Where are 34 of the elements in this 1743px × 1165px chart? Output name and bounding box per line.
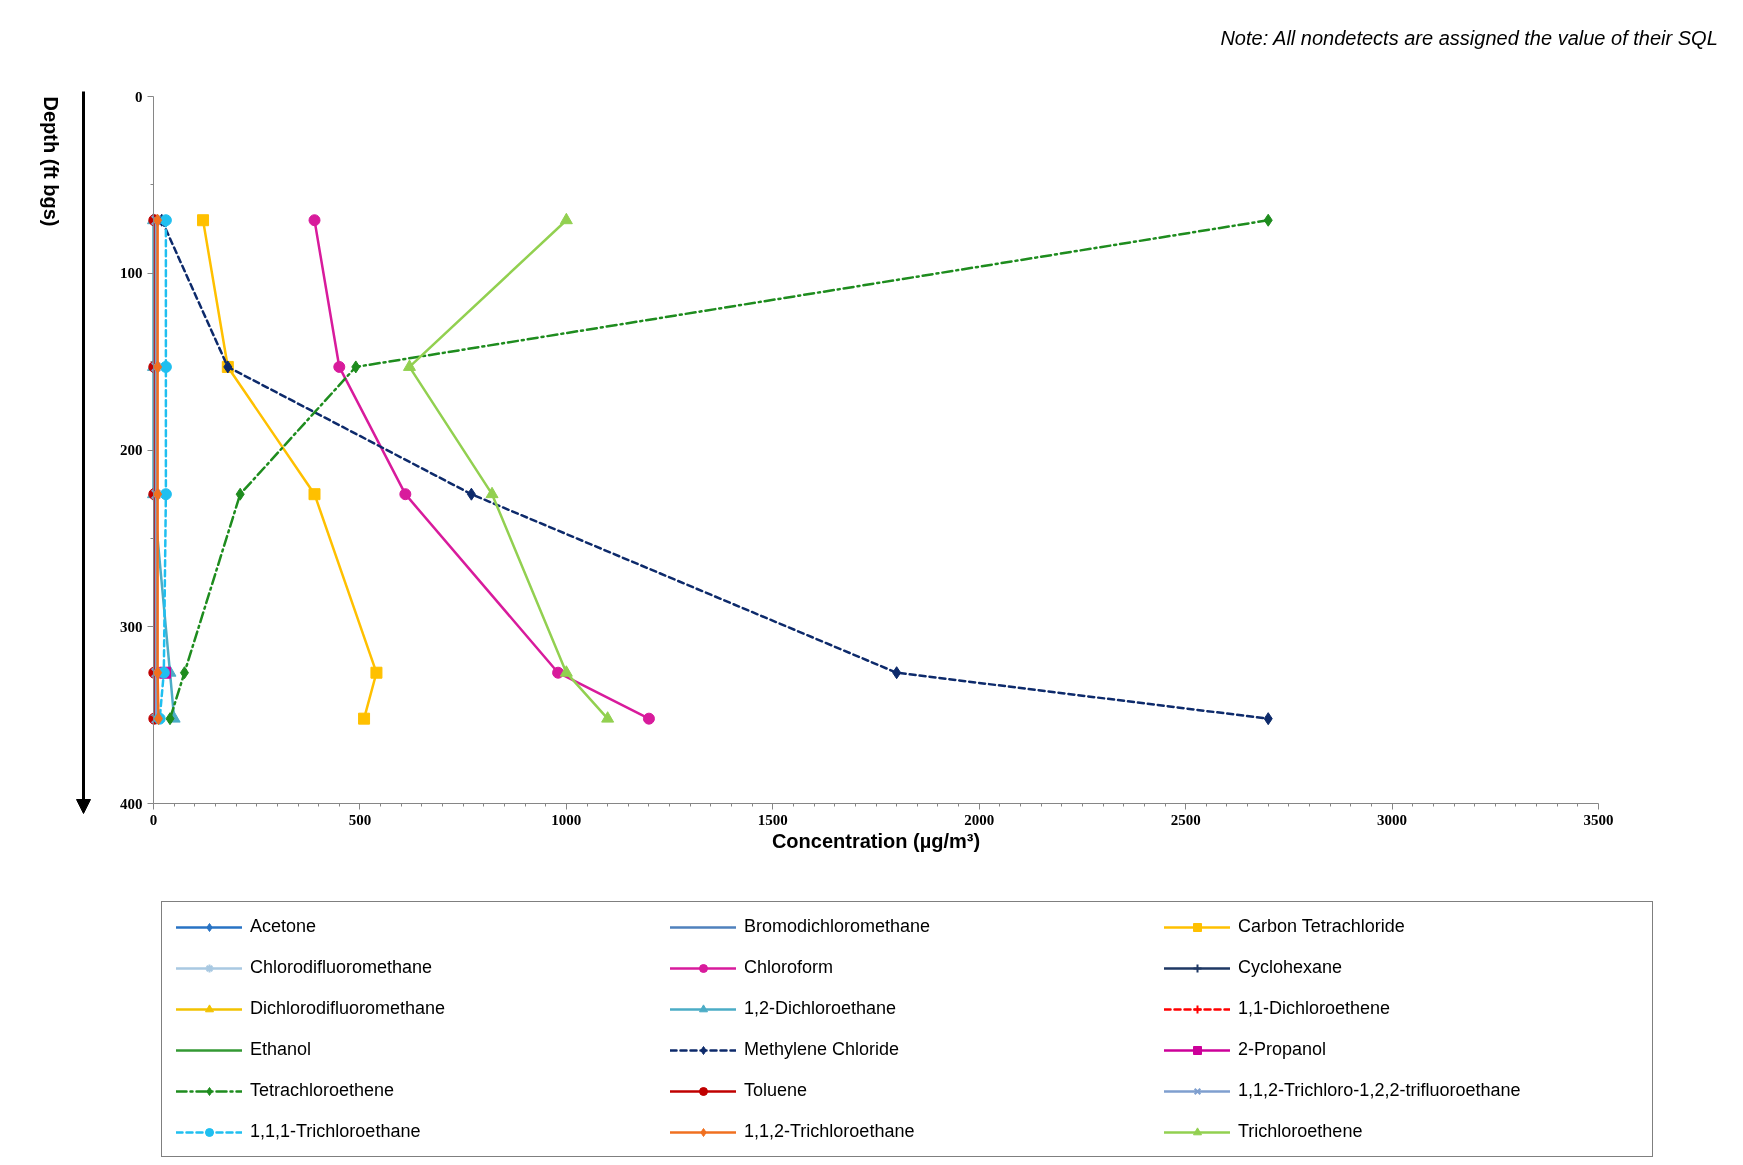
x-tick-label: 3000 — [1377, 811, 1408, 828]
x-tick-label: 0 — [149, 811, 158, 828]
legend-label: Methylene Chloride — [744, 1039, 901, 1060]
legend-label: Dichlorodifluoromethane — [250, 998, 447, 1019]
legend-label: Chlorodifluoromethane — [250, 957, 434, 978]
x-tick-label: 1500 — [757, 811, 788, 828]
y-tick-label: 100 — [120, 265, 143, 282]
legend-label: 1,2-Dichloroethane — [744, 998, 898, 1019]
x-axis-title: Concentration (µg/m³) — [771, 829, 981, 852]
text: Note: All nondetects are assigned the value of their SQL — [1220, 26, 1718, 49]
y-tick-label: 300 — [120, 618, 143, 635]
x-tick-label: 2000 — [964, 811, 995, 828]
y-axis-title: Depth (ft bgs) — [39, 96, 62, 227]
y-tick-label: 0 — [135, 88, 143, 105]
legend-label: Trichloroethene — [1238, 1121, 1364, 1142]
legend-label: 2-Propanol — [1238, 1039, 1328, 1060]
legend-label: 1,1,1-Trichloroethane — [250, 1121, 422, 1142]
x-tick-label: 500 — [348, 811, 372, 828]
legend-label: Ethanol — [250, 1039, 313, 1060]
legend-label: Carbon Tetrachloride — [1238, 916, 1406, 937]
legend-label: Cyclohexane — [1238, 957, 1344, 978]
legend-label: 1,1,2-Trichloro-1,2,2-trifluoroethane — [1238, 1080, 1522, 1101]
x-tick-label: 3500 — [1583, 811, 1614, 828]
legend-label: 1,1,2-Trichloroethane — [744, 1121, 916, 1142]
y-tick-label: 400 — [120, 795, 143, 812]
legend-label: Toluene — [744, 1080, 809, 1101]
x-tick-label: 2500 — [1170, 811, 1201, 828]
legend-label: Chloroform — [744, 957, 835, 978]
y-tick-label: 200 — [120, 442, 143, 458]
x-tick-label: 1000 — [551, 811, 582, 828]
legend-label: Acetone — [250, 916, 318, 937]
legend-label: Bromodichloromethane — [744, 916, 932, 937]
legend-label: Tetrachloroethene — [250, 1080, 396, 1101]
legend-label: 1,1-Dichloroethene — [1238, 998, 1392, 1019]
